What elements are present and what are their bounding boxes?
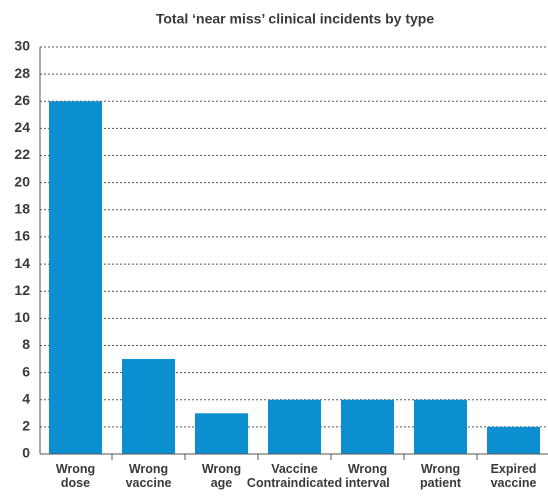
y-tick-label: 24 — [14, 119, 30, 135]
x-tick-label: Wrong age — [201, 462, 242, 490]
y-tick-label: 26 — [14, 92, 30, 108]
y-tick-label: 22 — [14, 146, 30, 162]
y-tick-label: 20 — [14, 173, 30, 189]
y-tick-label: 4 — [22, 390, 30, 406]
y-tick-label: 16 — [14, 228, 30, 244]
x-tick-label: Expired vaccine — [490, 462, 537, 490]
y-tick-label: 6 — [22, 363, 30, 379]
x-tick-label: Wrong dose — [55, 462, 96, 490]
y-tick-label: 14 — [14, 255, 30, 271]
x-tick-label: Vaccine Contraindicated — [246, 462, 343, 490]
y-tick-label: 8 — [22, 336, 30, 352]
bar — [49, 101, 102, 455]
bar — [414, 399, 467, 454]
y-tick-label: 10 — [14, 309, 30, 325]
y-tick-label: 0 — [22, 445, 30, 461]
bar — [195, 413, 248, 454]
bar — [122, 359, 175, 454]
bar — [268, 399, 321, 454]
bar — [341, 399, 394, 454]
y-tick-label: 30 — [14, 38, 30, 54]
x-tick-label: Wrong patient — [420, 462, 461, 490]
x-tick-label: Wrong interval — [345, 462, 390, 490]
y-tick-label: 28 — [14, 65, 30, 81]
chart-title: Total ‘near miss’ clinical incidents by … — [156, 11, 434, 27]
bar — [487, 426, 540, 454]
y-tick-label: 18 — [14, 201, 30, 217]
y-tick-label: 12 — [14, 282, 30, 298]
x-tick-label: Wrong vaccine — [125, 462, 172, 490]
y-tick-label: 2 — [22, 418, 30, 434]
